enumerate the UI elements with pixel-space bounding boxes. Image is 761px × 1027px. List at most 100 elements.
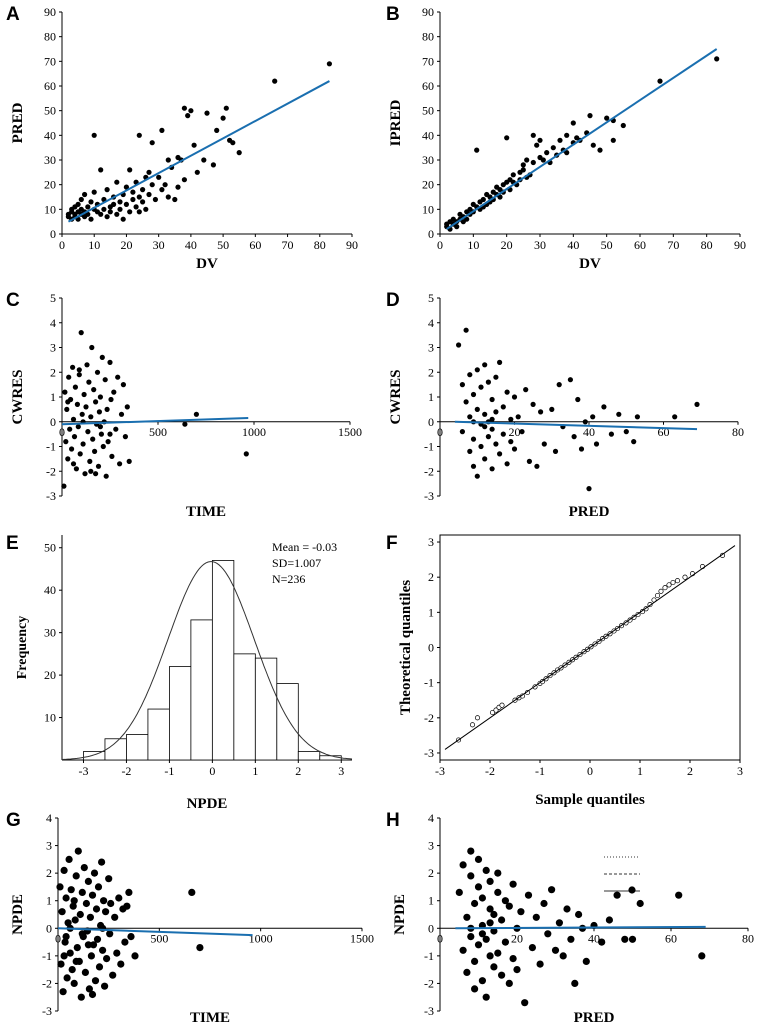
data-point	[658, 588, 664, 594]
y-tick-label: 2	[428, 570, 434, 584]
data-point	[91, 189, 97, 195]
data-point	[500, 404, 506, 410]
data-point	[95, 963, 104, 971]
data-point	[582, 957, 590, 966]
data-point	[70, 364, 76, 370]
panel-a: A 0 10 20 30 40 50 60 70 80 90 0 10 20 30 40 50 60 70 80 90 D…	[6, 4, 358, 272]
data-point	[524, 891, 533, 899]
data-point	[672, 414, 678, 420]
data-point	[504, 389, 510, 395]
data-point	[106, 930, 114, 938]
data-point	[94, 369, 101, 375]
data-point	[474, 941, 483, 949]
data-point	[99, 946, 107, 954]
x-tick-label: 90	[346, 238, 358, 252]
data-point	[499, 702, 505, 708]
data-point	[78, 888, 86, 897]
x-tick-label: 2	[687, 764, 693, 778]
data-point	[501, 897, 509, 905]
data-point	[88, 891, 97, 899]
histogram-bar	[319, 755, 342, 761]
data-point	[470, 463, 477, 469]
x-tick-label: 80	[742, 931, 754, 945]
data-point	[530, 401, 536, 407]
y-axis-title: NPDE	[392, 894, 408, 935]
data-point	[550, 145, 556, 151]
data-point	[682, 574, 688, 580]
x-tick-label: -1	[164, 764, 174, 778]
data-point	[65, 456, 71, 462]
data-point	[88, 990, 97, 999]
data-point	[59, 988, 67, 996]
data-point	[526, 458, 533, 464]
y-tick-label: 4	[50, 316, 56, 330]
data-point	[493, 409, 499, 415]
data-point	[149, 140, 155, 146]
data-point	[63, 974, 71, 982]
data-point	[463, 913, 471, 921]
data-point	[489, 709, 496, 716]
data-point	[230, 140, 236, 146]
y-tick-label: 80	[44, 30, 56, 44]
y-tick-label: 20	[422, 178, 434, 192]
data-point	[470, 436, 477, 442]
histogram-bar	[126, 734, 149, 761]
data-point	[108, 396, 114, 403]
data-point	[80, 864, 88, 872]
data-point	[65, 399, 71, 405]
data-point	[519, 429, 525, 435]
y-tick-label: 60	[44, 79, 56, 93]
x-tick-label: 500	[150, 931, 168, 945]
x-tick-label: -3	[78, 764, 88, 778]
x-tick-label: 20	[509, 425, 521, 439]
y-tick-label: 0	[428, 921, 434, 935]
x-tick-label: 60	[665, 931, 677, 945]
data-point	[86, 379, 92, 385]
data-point	[90, 436, 96, 442]
x-tick-label: 50	[601, 238, 613, 252]
y-tick-label: -2	[42, 976, 52, 990]
data-point	[223, 105, 229, 111]
stat-annotation: Mean = -0.03	[272, 540, 337, 554]
x-tick-label: 0	[437, 425, 443, 439]
y-tick-label: 1	[428, 605, 434, 619]
data-point	[140, 199, 146, 205]
data-point	[120, 382, 126, 388]
panel-letter: G	[6, 810, 21, 831]
data-point	[90, 869, 99, 877]
data-point	[98, 211, 104, 217]
y-tick-label: -3	[424, 746, 434, 760]
data-point	[467, 933, 475, 941]
x-axis-title: NPDE	[187, 796, 228, 812]
data-point	[113, 426, 119, 432]
data-point	[548, 886, 556, 894]
y-tick-label: 60	[422, 79, 434, 93]
x-tick-label: 30	[534, 238, 546, 252]
data-point	[485, 434, 491, 440]
x-tick-label: 3	[338, 764, 344, 778]
data-point	[181, 105, 187, 111]
data-point	[100, 897, 108, 905]
data-point	[500, 431, 506, 437]
data-point	[540, 157, 546, 163]
panel-e: E -3 -2 -1 0 1 2 3 10 20 30 40 50 NPDE Frequency Mean =…	[6, 533, 353, 812]
data-point	[482, 411, 488, 417]
data-point	[544, 150, 550, 156]
x-tick-label: 500	[149, 425, 167, 439]
data-point	[78, 330, 84, 336]
data-point	[467, 872, 475, 880]
data-point	[193, 411, 199, 417]
data-point	[100, 443, 106, 450]
panel-letter: B	[386, 4, 400, 25]
y-tick-label: 2	[46, 866, 52, 880]
data-point	[125, 888, 133, 897]
data-point	[538, 409, 544, 415]
data-point	[670, 579, 676, 586]
data-point	[80, 441, 86, 447]
data-point	[593, 441, 600, 447]
y-axis-title: IPRED	[388, 99, 404, 146]
legend-h	[604, 856, 640, 894]
data-point	[517, 908, 525, 916]
data-point	[570, 120, 576, 126]
x-tick-label: 0	[437, 931, 443, 945]
